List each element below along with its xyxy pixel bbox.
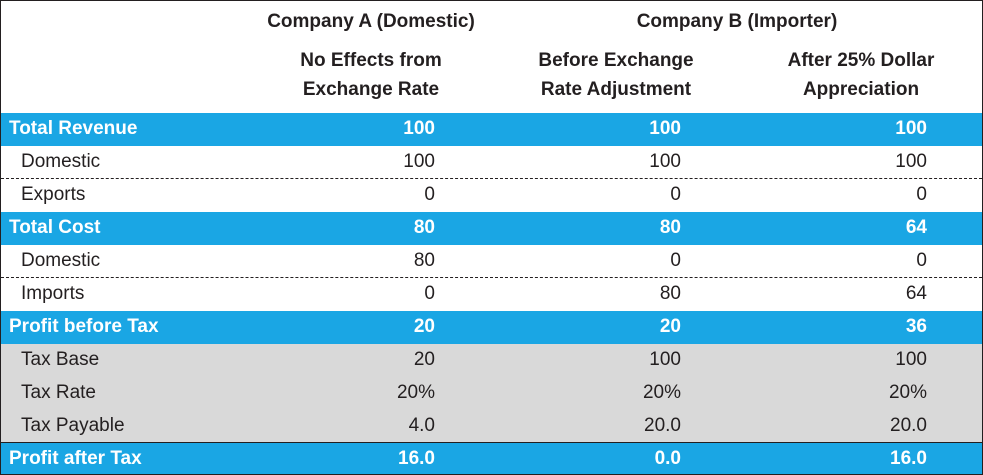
row-total-cost: Total Cost 80 80 64 — [1, 212, 982, 245]
value-company-b-after: 100 — [895, 118, 927, 139]
col1-header-line2: Exchange Rate — [302, 79, 440, 100]
company-b-header: Company B (Importer) — [636, 11, 838, 32]
value-company-b-before: 80 — [659, 283, 681, 304]
value-company-b-after: 100 — [895, 349, 927, 370]
col3-header-line2: Appreciation — [802, 79, 920, 100]
company-header-row: Company A (Domestic) Company B (Importer… — [1, 7, 982, 37]
row-profit-after-tax: Profit after Tax 16.0 0.0 16.0 — [1, 443, 982, 474]
value-company-b-after: 100 — [895, 151, 927, 172]
col2-header-line2: Rate Adjustment — [540, 79, 692, 100]
row-label: Exports — [21, 184, 86, 205]
value-company-b-after: 16.0 — [890, 448, 927, 469]
value-company-b-after: 64 — [905, 283, 927, 304]
value-company-b-after: 0 — [916, 250, 927, 271]
row-label: Profit after Tax — [9, 448, 142, 469]
row-cost-domestic: Domestic 80 0 0 — [1, 245, 982, 278]
row-tax-rate: Tax Rate 20% 20% 20% — [1, 377, 982, 410]
value-company-a: 80 — [413, 250, 435, 271]
value-company-b-before: 20.0 — [644, 415, 681, 436]
row-label: Domestic — [21, 151, 101, 172]
row-label: Tax Base — [21, 349, 100, 370]
value-company-b-before: 100 — [649, 118, 681, 139]
value-company-b-before: 20 — [659, 316, 681, 337]
value-company-b-before: 20% — [642, 382, 681, 403]
col1-header-line1: No Effects from — [300, 50, 442, 71]
col3-header-line1: After 25% Dollar — [787, 50, 935, 71]
value-company-b-after: 64 — [905, 217, 927, 238]
value-company-b-after: 20% — [888, 382, 927, 403]
value-company-b-after: 36 — [905, 316, 927, 337]
row-label: Total Revenue — [9, 118, 138, 139]
row-exports: Exports 0 0 0 — [1, 179, 982, 212]
row-revenue-domestic: Domestic 100 100 100 — [1, 146, 982, 179]
value-company-b-before: 80 — [659, 217, 681, 238]
value-company-b-before: 0.0 — [654, 448, 681, 469]
column-header-line2: Exchange Rate Rate Adjustment Appreciati… — [1, 75, 982, 105]
value-company-a: 20% — [396, 382, 435, 403]
value-company-b-before: 100 — [649, 151, 681, 172]
value-company-b-after: 0 — [916, 184, 927, 205]
value-company-a: 80 — [413, 217, 435, 238]
value-company-a: 16.0 — [398, 448, 435, 469]
value-company-a: 100 — [403, 151, 435, 172]
value-company-a: 0 — [424, 184, 435, 205]
row-profit-before-tax: Profit before Tax 20 20 36 — [1, 311, 982, 344]
value-company-b-before: 0 — [670, 250, 681, 271]
value-company-b-before: 0 — [670, 184, 681, 205]
row-label: Tax Rate — [21, 382, 96, 403]
col2-header-line1: Before Exchange — [538, 50, 694, 71]
row-tax-base: Tax Base 20 100 100 — [1, 344, 982, 377]
row-imports: Imports 0 80 64 — [1, 278, 982, 311]
row-label: Profit before Tax — [9, 316, 159, 337]
value-company-b-before: 100 — [649, 349, 681, 370]
company-a-header: Company A (Domestic) — [267, 11, 475, 32]
row-label: Tax Payable — [21, 415, 125, 436]
value-company-a: 20 — [413, 316, 435, 337]
value-company-a: 4.0 — [408, 415, 435, 436]
value-company-b-after: 20.0 — [890, 415, 927, 436]
row-label: Total Cost — [9, 217, 101, 238]
row-total-revenue: Total Revenue 100 100 100 — [1, 113, 982, 146]
column-header-line1: No Effects from Before Exchange After 25… — [1, 46, 982, 76]
row-label: Imports — [21, 283, 85, 304]
value-company-a: 100 — [403, 118, 435, 139]
row-tax-payable: Tax Payable 4.0 20.0 20.0 — [1, 410, 982, 443]
value-company-a: 0 — [424, 283, 435, 304]
value-company-a: 20 — [413, 349, 435, 370]
row-label: Domestic — [21, 250, 101, 271]
